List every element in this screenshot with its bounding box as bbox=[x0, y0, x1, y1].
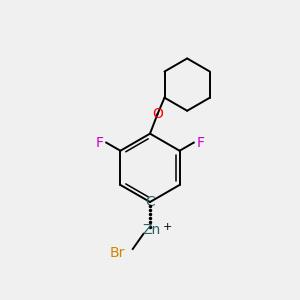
Text: C: C bbox=[145, 195, 155, 209]
Text: O: O bbox=[152, 107, 163, 121]
Text: F: F bbox=[196, 136, 204, 150]
Text: +: + bbox=[163, 222, 172, 232]
Text: F: F bbox=[96, 136, 104, 150]
Text: Br: Br bbox=[110, 245, 125, 260]
Text: Zn: Zn bbox=[142, 223, 160, 237]
